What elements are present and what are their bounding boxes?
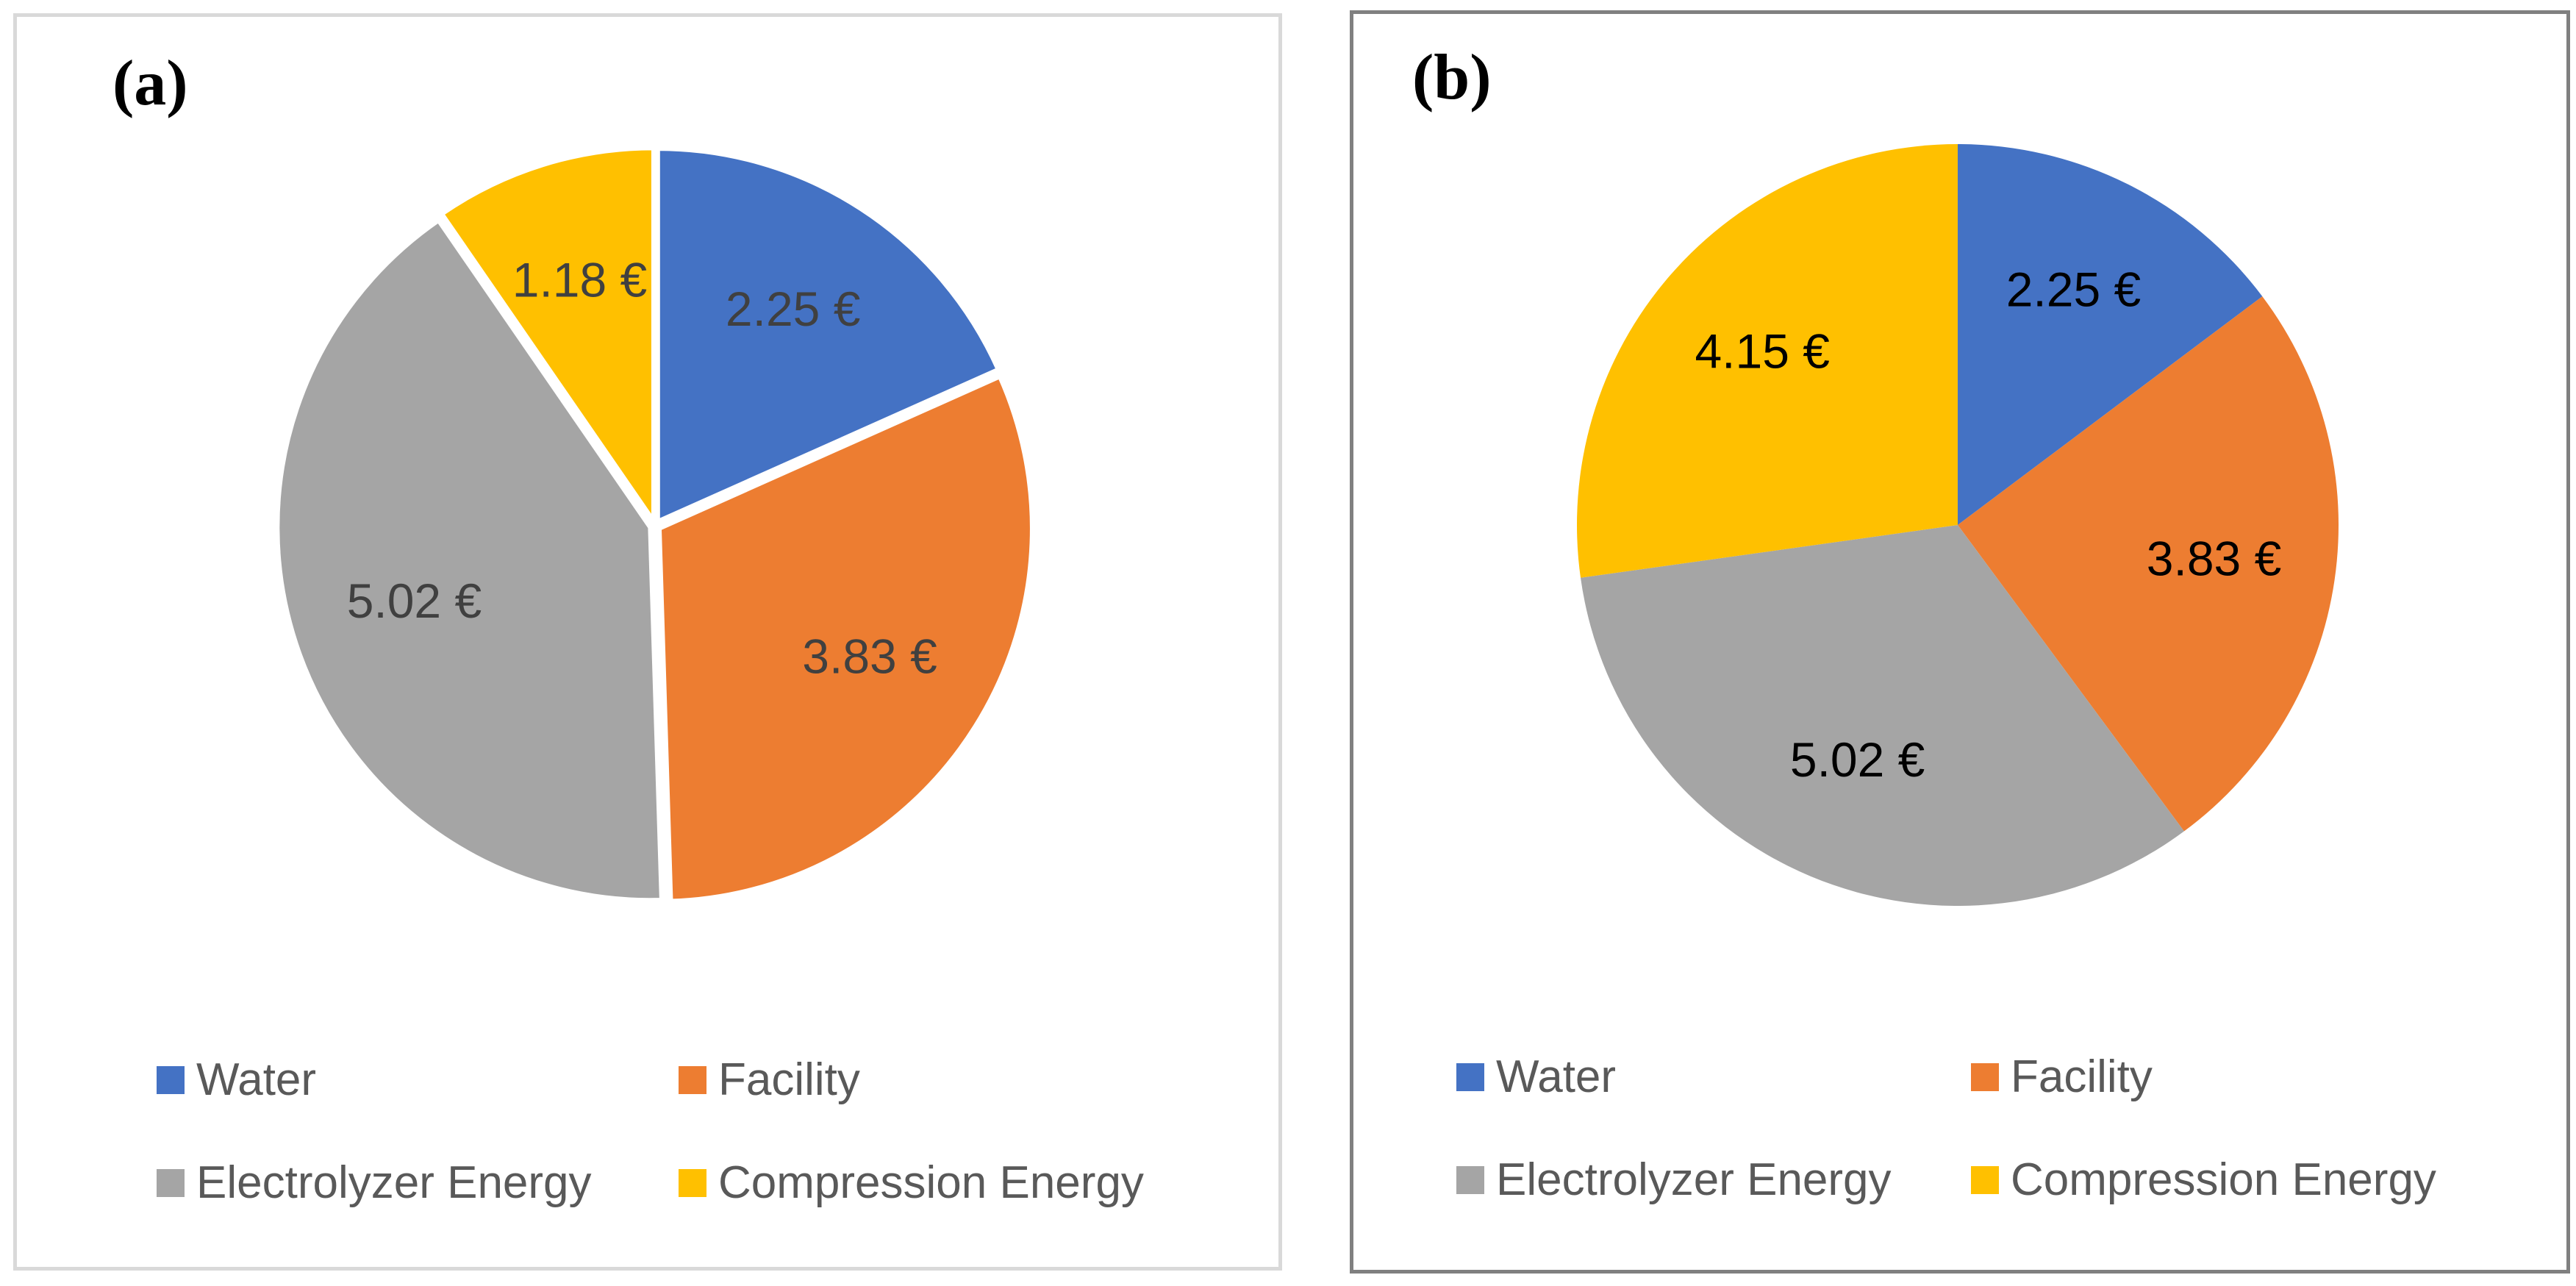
legend-label-facility-b: Facility bbox=[2011, 1051, 2153, 1102]
pie-slice-electrolyzer-a bbox=[275, 217, 665, 903]
legend-label-facility-a: Facility bbox=[718, 1054, 860, 1105]
legend-swatch-compression-a bbox=[679, 1168, 706, 1197]
legend-swatch-water-a bbox=[157, 1065, 185, 1094]
pie-slice-facility-b bbox=[1958, 296, 2339, 832]
legend-label-water-b: Water bbox=[1496, 1051, 1617, 1102]
data-label-facility-a: 3.83 € bbox=[802, 629, 937, 684]
pie-slice-water-b bbox=[1958, 144, 2263, 525]
pie-chart-b: 2.25 € 3.83 € 5.02 € 4.15 € bbox=[1577, 144, 2339, 907]
legend-item-electrolyzer-a: Electrolyzer Energy bbox=[157, 1157, 592, 1209]
pie-slice-compression-a bbox=[438, 146, 656, 528]
legend-label-water-a: Water bbox=[196, 1054, 317, 1105]
legend-item-water-b: Water bbox=[1456, 1051, 1616, 1103]
data-label-water-a: 2.25 € bbox=[726, 282, 861, 336]
pie-slice-water-a bbox=[655, 146, 1001, 525]
legend-item-facility-b: Facility bbox=[1971, 1051, 2153, 1103]
legend-item-water-a: Water bbox=[157, 1054, 316, 1106]
pie-slice-compression-b bbox=[1577, 144, 1958, 578]
legend-item-facility-a: Facility bbox=[679, 1054, 860, 1106]
data-label-compression-b: 4.15 € bbox=[1695, 324, 1830, 378]
legend-item-compression-b: Compression Energy bbox=[1971, 1154, 2436, 1206]
data-label-electrolyzer-b: 5.02 € bbox=[1790, 732, 1925, 787]
legend-label-compression-b: Compression Energy bbox=[2011, 1154, 2436, 1205]
pie-chart-a: 2.25 € 3.83 € 5.02 € 1.18 € bbox=[275, 146, 1034, 904]
chart-panel-a: (a) 2.25 € 3.83 € 5.02 € 1.18 € Water Facil… bbox=[13, 13, 1282, 1271]
legend-label-electrolyzer-b: Electrolyzer Energy bbox=[1496, 1154, 1892, 1205]
legend-swatch-compression-b bbox=[1971, 1165, 1999, 1194]
legend-label-compression-a: Compression Energy bbox=[718, 1157, 1144, 1208]
legend-swatch-water-b bbox=[1456, 1062, 1484, 1091]
legend-item-compression-a: Compression Energy bbox=[679, 1157, 1144, 1209]
pie-slice-facility-a bbox=[656, 374, 1034, 904]
legend-swatch-facility-a bbox=[679, 1065, 706, 1094]
legend-item-electrolyzer-b: Electrolyzer Energy bbox=[1456, 1154, 1892, 1206]
data-label-water-b: 2.25 € bbox=[2006, 262, 2142, 316]
data-label-facility-b: 3.83 € bbox=[2147, 531, 2282, 585]
panel-label-b: (b) bbox=[1412, 42, 1492, 113]
legend-label-electrolyzer-a: Electrolyzer Energy bbox=[196, 1157, 592, 1208]
chart-panel-b: (b) 2.25 € 3.83 € 5.02 € 4.15 € Water Facil… bbox=[1350, 10, 2570, 1274]
data-label-compression-a: 1.18 € bbox=[512, 252, 648, 307]
legend-swatch-electrolyzer-a bbox=[157, 1168, 185, 1197]
panel-label-a: (a) bbox=[112, 48, 188, 119]
pie-slice-electrolyzer-b bbox=[1581, 525, 2184, 907]
legend-swatch-electrolyzer-b bbox=[1456, 1165, 1484, 1194]
legend-swatch-facility-b bbox=[1971, 1062, 1999, 1091]
data-label-electrolyzer-a: 5.02 € bbox=[347, 574, 482, 628]
